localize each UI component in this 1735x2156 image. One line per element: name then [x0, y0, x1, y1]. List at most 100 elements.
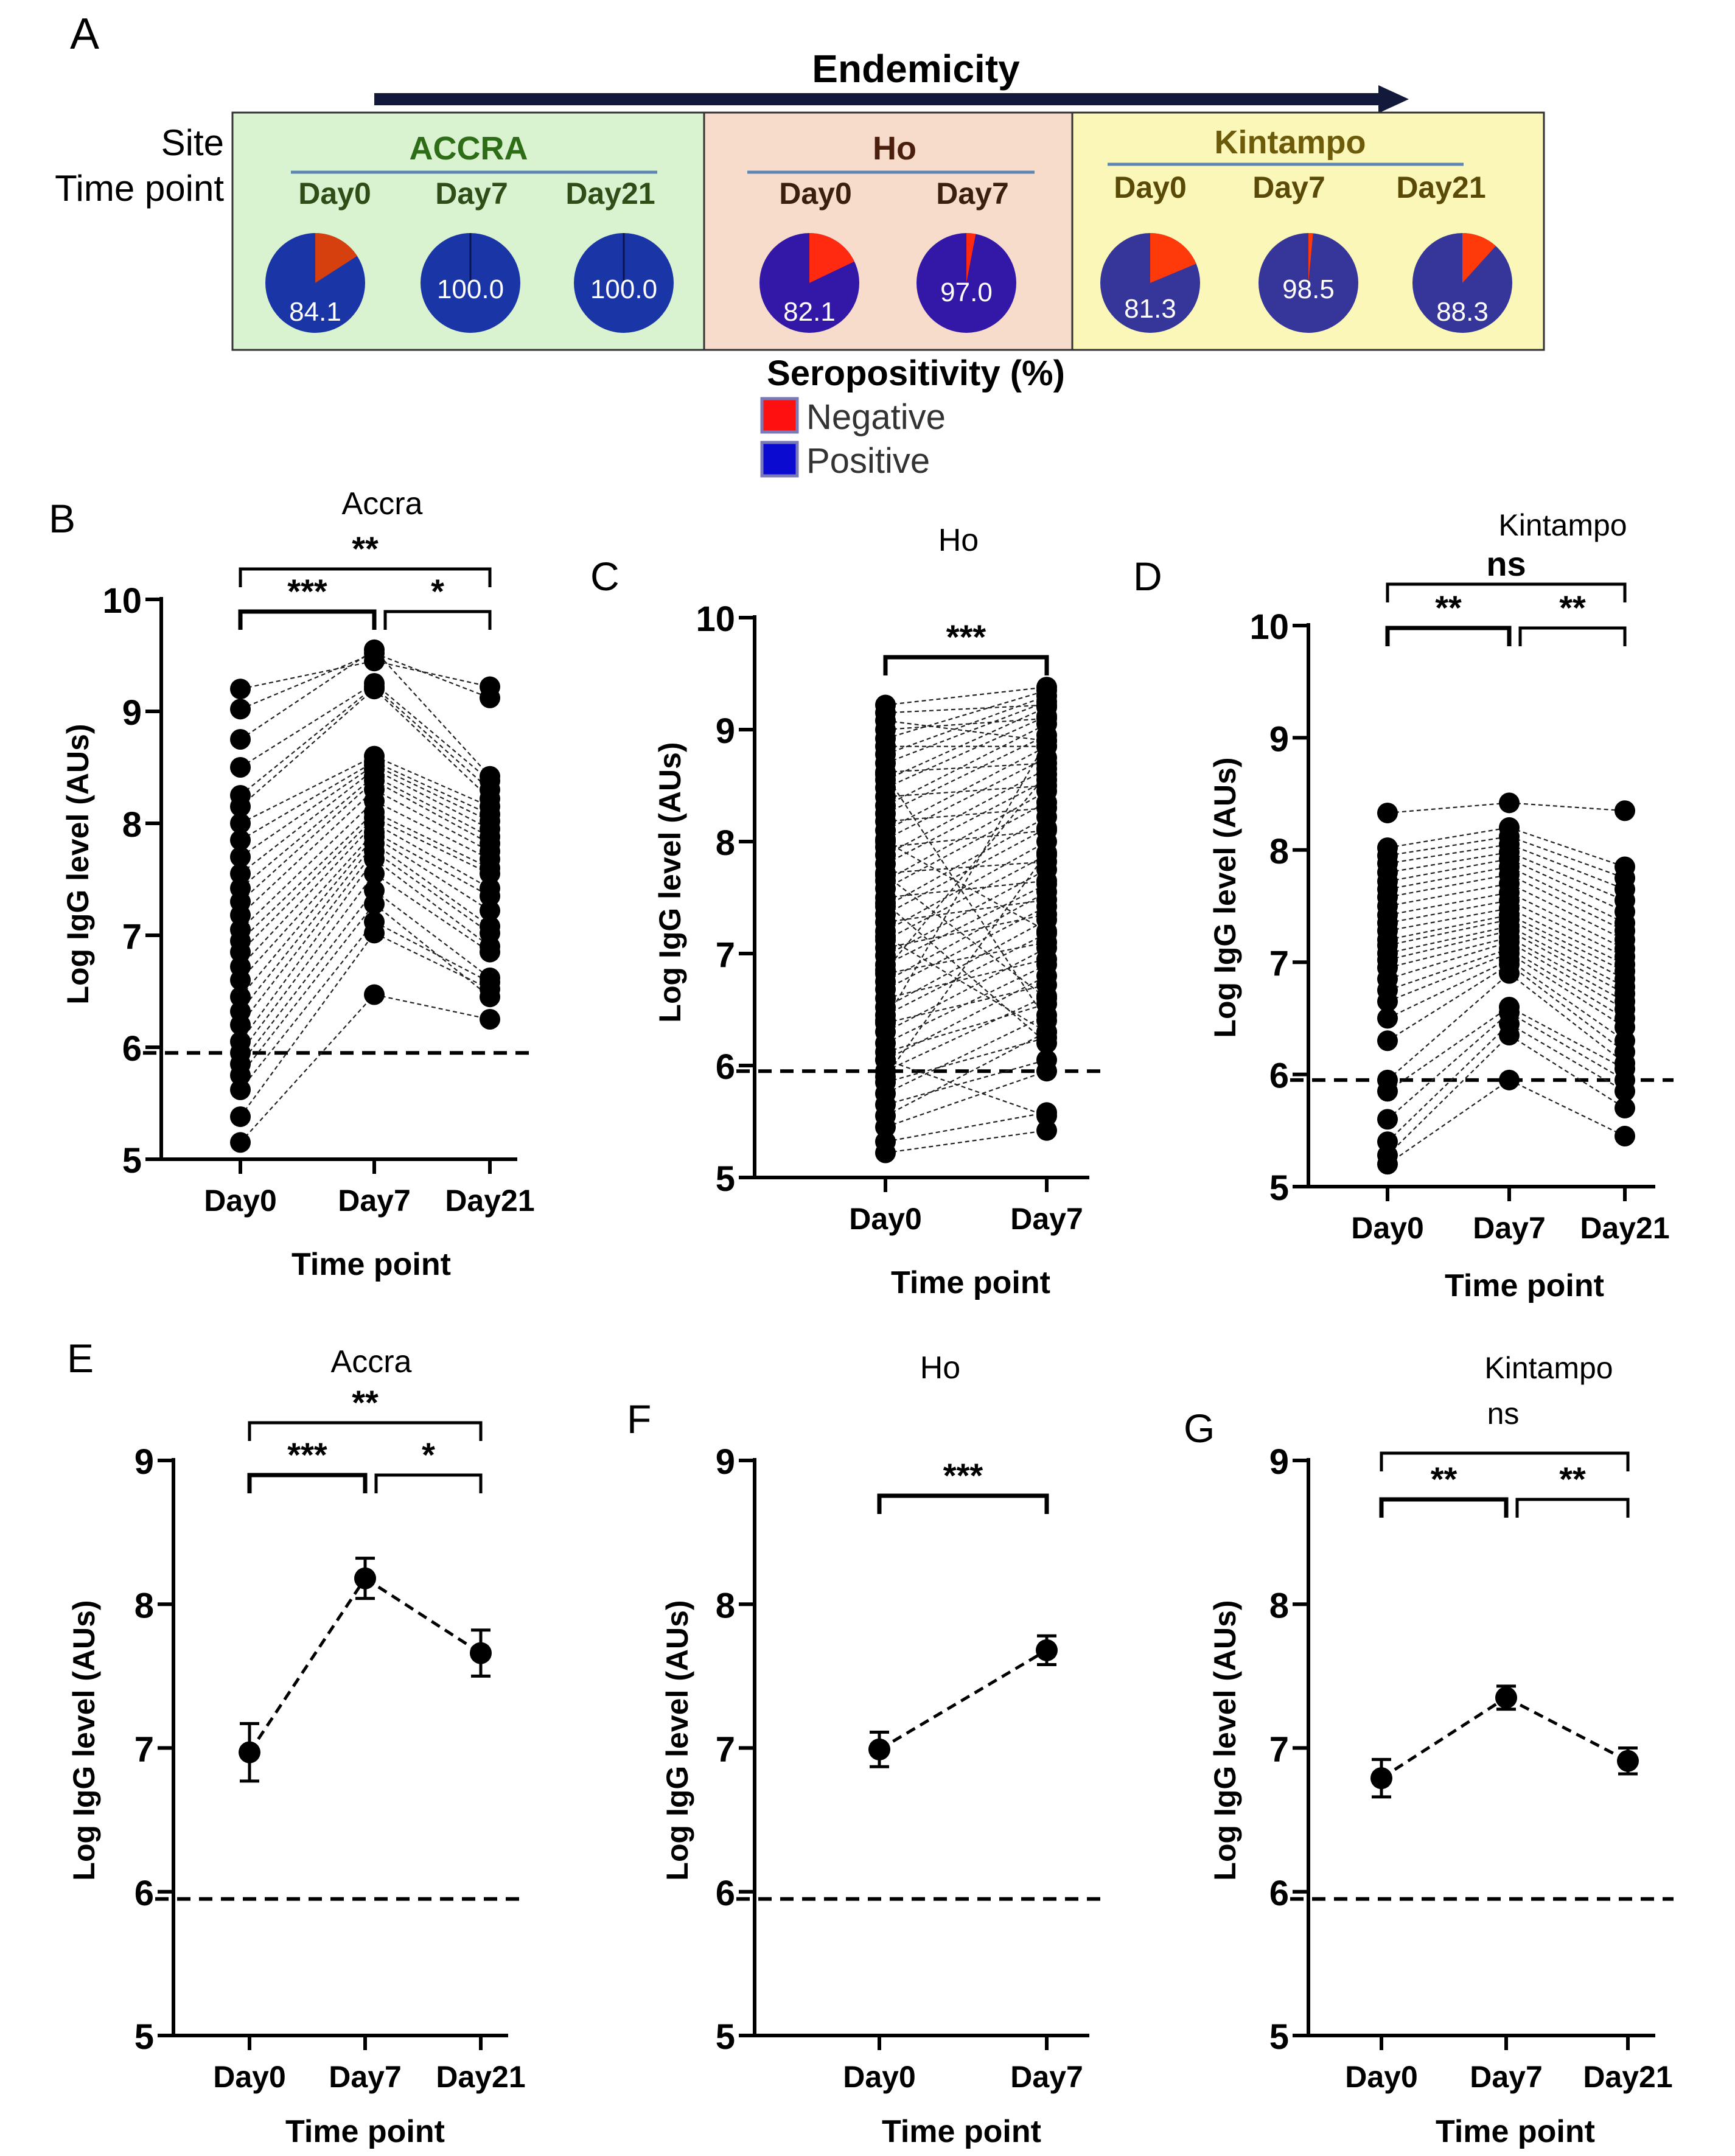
panel-d-point-day7: [1499, 792, 1520, 814]
panel-c-pair-line: [885, 1014, 1047, 1094]
panel-c-pair-line: [885, 757, 1047, 840]
panel-g: G Kintampo ns Log IgG level (AUs) Time p…: [1184, 1351, 1674, 2149]
panel-d-pair-line: [1509, 1006, 1625, 1070]
panel-g-ytick-label-9: 9: [1269, 1442, 1289, 1482]
panel-c-point-day7: [1036, 1120, 1057, 1141]
panel-b-pair-line: [240, 683, 375, 768]
panel-d-pair-line: [1509, 858, 1625, 913]
panel-e-sig-label-0: ***: [287, 1436, 327, 1474]
panel-d-pair-line: [1387, 802, 1510, 814]
ho-day0-label: Day0: [779, 176, 852, 211]
panel-d-point-day7: [1499, 996, 1520, 1017]
panel-b-pair-line: [374, 800, 490, 860]
panel-b-sig-label-0: ***: [287, 572, 327, 610]
panel-b-point-day7: [364, 984, 385, 1005]
panel-c-pair-line: [885, 995, 1047, 1072]
panel-d-pair-line: [1509, 1012, 1625, 1081]
panel-b-sig-label-2: **: [352, 529, 379, 568]
panel-d-pair-line: [1387, 919, 1510, 946]
panel-c-ytick-label-5: 5: [716, 1159, 735, 1199]
panel-b-point-day21: [480, 877, 500, 899]
panel-b-sig-bracket-0: [238, 609, 377, 630]
panel-f-ytick-label-5: 5: [716, 2017, 735, 2057]
panel-d-pair-line: [1387, 930, 1510, 961]
panel-d-pair-line: [1509, 964, 1625, 1053]
panel-c-point-day7: [1036, 921, 1057, 942]
panel-b-pair-line: [240, 764, 375, 858]
pie-accra-day7: [421, 233, 520, 333]
accra-day21-label: Day21: [565, 176, 655, 211]
panel-g-sig-bracket-0: [1379, 1497, 1509, 1518]
panel-d-pair-line: [1509, 926, 1625, 988]
pie-slice-negative-kintampo-day7: [1308, 233, 1313, 283]
panel-d-sig-label-2: ns: [1486, 545, 1526, 583]
panel-f-mean-point-day0: [868, 1738, 890, 1760]
panel-d-pair-line: [1387, 1034, 1510, 1156]
panel-d-pair-line: [1387, 883, 1510, 907]
panel-b-point-day21: [480, 766, 500, 787]
panel-d-point-day7: [1499, 1069, 1520, 1090]
panel-c-point-day0: [875, 1010, 896, 1031]
panel-b-pair-line: [240, 761, 375, 841]
panel-b-pair-line: [240, 831, 375, 981]
panel-b-pair-line: [374, 836, 490, 912]
panel-c-ytick-label-10: 10: [696, 599, 735, 639]
pie-accra-day21: [574, 233, 674, 333]
panel-b-pair-line: [240, 649, 375, 740]
panel-d-xtick-label-day7: Day7: [1473, 1211, 1546, 1245]
panel-b-pair-line: [240, 994, 375, 1143]
kintampo-day0-value: 81.3: [1124, 294, 1176, 324]
panel-b-point-day7: [364, 673, 385, 694]
panel-c-point-day7: [1036, 820, 1057, 841]
panel-b-pair-line: [240, 823, 375, 968]
panel-d-point-day21: [1615, 1097, 1635, 1118]
panel-d-pair-line: [1387, 858, 1510, 882]
panel-c-pair-line: [885, 861, 1047, 874]
panel-e-ytick-label-5: 5: [134, 2017, 154, 2057]
panel-c-point-day0: [875, 694, 896, 716]
accra-day21-value: 100.0: [590, 274, 657, 304]
panel-c-pair-line: [885, 816, 1047, 907]
panel-d-xtick-label-day0: Day0: [1351, 1211, 1424, 1245]
panel-e-ylabel: Log IgG level (AUs): [67, 1600, 101, 1880]
panel-b-point-day0: [230, 757, 251, 778]
panel-c-point-day7: [1036, 797, 1057, 818]
panel-f-ytick-label-8: 8: [716, 1586, 735, 1625]
accra-day7-label: Day7: [435, 176, 508, 211]
panel-b-pair-line: [240, 921, 375, 1090]
panel-d-pair-line: [1509, 866, 1625, 924]
panel-c-point-day7: [1036, 988, 1057, 1009]
panel-b-pair-line: [240, 660, 375, 690]
panel-b-point-day0: [230, 1132, 251, 1153]
panel-c-pair-line: [885, 874, 1047, 999]
time-point-label: Time point: [55, 168, 224, 209]
panel-c-pair-line: [885, 779, 1047, 865]
panel-e-ytick-label-7: 7: [134, 1730, 154, 1770]
panel-d-pair-line: [1509, 883, 1625, 941]
panel-c-pair-line: [885, 1070, 1047, 1128]
pie-slice-negative-ho-day0: [809, 233, 854, 283]
panel-e-sig-bracket-0: [247, 1473, 368, 1493]
panel-d-pair-line: [1509, 907, 1625, 965]
panel-d-point-day0: [1377, 1131, 1398, 1153]
accra-day7-value: 100.0: [437, 274, 504, 304]
panel-d-point-day0: [1377, 802, 1398, 823]
panel-c-point-day0: [875, 865, 896, 886]
panel-d-pair-line: [1509, 826, 1625, 868]
panel-c-point-day0: [875, 1066, 896, 1087]
panel-d-point-day0: [1377, 1030, 1398, 1052]
panel-d-point-day0: [1377, 1008, 1398, 1029]
panel-b-pair-line: [374, 817, 490, 874]
pie-slice-negative-kintampo-day0: [1150, 233, 1196, 283]
panel-e-xtick-label-day7: Day7: [329, 2060, 402, 2094]
panel-b-sig-bracket-2: [239, 567, 492, 587]
panel-b-point-day0: [230, 956, 251, 977]
panel-c-point-day0: [875, 926, 896, 947]
panel-d-ytick-label-10: 10: [1249, 607, 1289, 647]
panel-letter-c: C: [590, 554, 620, 599]
panel-b-pair-line: [374, 843, 490, 927]
panel-a: A Endemicity Site Time point ACCRA Day0 …: [55, 10, 1545, 481]
panel-b-xlabel: Time point: [291, 1247, 451, 1282]
panel-d-pair-line: [1387, 851, 1510, 873]
panel-g-xlabel: Time point: [1436, 2114, 1595, 2149]
